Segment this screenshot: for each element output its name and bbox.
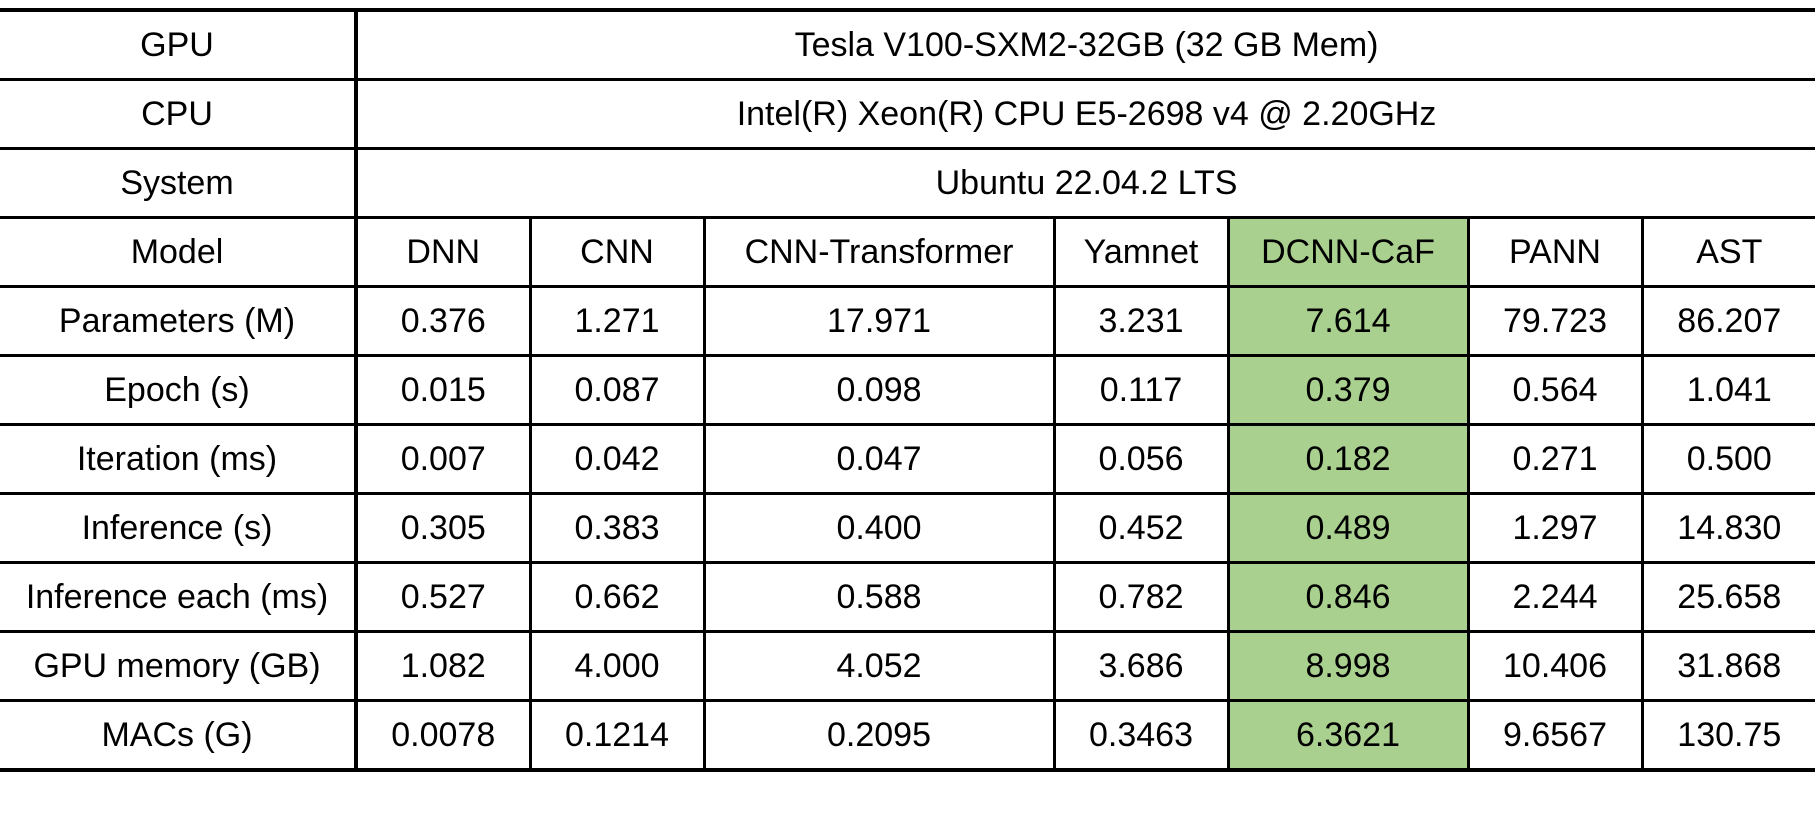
model-header-row: Model DNN CNN CNN-Transformer Yamnet DCN… [0, 216, 1815, 288]
table-cell: 9.6567 [1466, 699, 1644, 772]
table-cell: 0.056 [1052, 423, 1230, 495]
row-label: GPU [0, 8, 358, 81]
table-cell: 0.007 [354, 423, 532, 495]
table-cell: 0.087 [528, 354, 706, 426]
spec-value: Tesla V100-SXM2-32GB (32 GB Mem) [354, 8, 1815, 81]
table-cell: 0.1214 [528, 699, 706, 772]
table-row: Epoch (s) 0.015 0.087 0.098 0.117 0.379 0.564 1… [0, 354, 1815, 426]
table-cell: 0.782 [1052, 561, 1230, 633]
model-header-cell: Yamnet [1052, 216, 1230, 288]
table-cell: 0.500 [1640, 423, 1815, 495]
table-cell: 0.383 [528, 492, 706, 564]
table-row: Parameters (M) 0.376 1.271 17.971 3.231 7.614… [0, 285, 1815, 357]
table-cell: 0.527 [354, 561, 532, 633]
table-cell: 0.489 [1226, 492, 1470, 564]
table-cell: 4.000 [528, 630, 706, 702]
table-cell: 14.830 [1640, 492, 1815, 564]
table-cell: 6.3621 [1226, 699, 1470, 772]
table-row: GPU memory (GB) 1.082 4.000 4.052 3.686 8.998… [0, 630, 1815, 702]
table-cell: 0.662 [528, 561, 706, 633]
table-cell: 0.452 [1052, 492, 1230, 564]
model-header-cell: DNN [354, 216, 532, 288]
specs-table-container: GPU Tesla V100-SXM2-32GB (32 GB Mem) CPU… [0, 8, 1815, 772]
table-cell: 0.564 [1466, 354, 1644, 426]
table-cell: 0.3463 [1052, 699, 1230, 772]
table-row: MACs (G) 0.0078 0.1214 0.2095 0.3463 6.3621 9.… [0, 699, 1815, 772]
model-header-cell: AST [1640, 216, 1815, 288]
table-cell: 0.846 [1226, 561, 1470, 633]
table-row: System Ubuntu 22.04.2 LTS [0, 147, 1815, 219]
table-cell: 31.868 [1640, 630, 1815, 702]
table-cell: 3.231 [1052, 285, 1230, 357]
table-cell: 0.0078 [354, 699, 532, 772]
model-header-cell: CNN [528, 216, 706, 288]
row-label: Model [0, 216, 358, 288]
table-cell: 0.400 [702, 492, 1056, 564]
table-row: Inference each (ms) 0.527 0.662 0.588 0.782 0… [0, 561, 1815, 633]
row-label: Inference (s) [0, 492, 358, 564]
table-cell: 0.379 [1226, 354, 1470, 426]
table-cell: 7.614 [1226, 285, 1470, 357]
row-label: System [0, 147, 358, 219]
table-cell: 1.271 [528, 285, 706, 357]
row-label: Inference each (ms) [0, 561, 358, 633]
table-cell: 0.271 [1466, 423, 1644, 495]
table-cell: 1.297 [1466, 492, 1644, 564]
table-cell: 17.971 [702, 285, 1056, 357]
table-body: GPU Tesla V100-SXM2-32GB (32 GB Mem) CPU… [0, 8, 1815, 772]
row-label: Epoch (s) [0, 354, 358, 426]
table-cell: 0.2095 [702, 699, 1056, 772]
table-cell: 0.047 [702, 423, 1056, 495]
table-row: Inference (s) 0.305 0.383 0.400 0.452 0.489 1.… [0, 492, 1815, 564]
model-header-cell: CNN-Transformer [702, 216, 1056, 288]
table-row: Iteration (ms) 0.007 0.042 0.047 0.056 0.182 0… [0, 423, 1815, 495]
table-cell: 1.041 [1640, 354, 1815, 426]
table-cell: 25.658 [1640, 561, 1815, 633]
row-label: Parameters (M) [0, 285, 358, 357]
table-cell: 86.207 [1640, 285, 1815, 357]
model-header-cell: DCNN-CaF [1226, 216, 1470, 288]
table-row: GPU Tesla V100-SXM2-32GB (32 GB Mem) [0, 8, 1815, 81]
table-cell: 79.723 [1466, 285, 1644, 357]
table-cell: 2.244 [1466, 561, 1644, 633]
model-comparison-table: GPU Tesla V100-SXM2-32GB (32 GB Mem) CPU… [0, 8, 1815, 772]
table-cell: 0.305 [354, 492, 532, 564]
table-row: CPU Intel(R) Xeon(R) CPU E5-2698 v4 @ 2.… [0, 78, 1815, 150]
row-label: CPU [0, 78, 358, 150]
table-cell: 130.75 [1640, 699, 1815, 772]
table-cell: 4.052 [702, 630, 1056, 702]
table-cell: 10.406 [1466, 630, 1644, 702]
table-cell: 8.998 [1226, 630, 1470, 702]
row-label: GPU memory (GB) [0, 630, 358, 702]
table-cell: 0.588 [702, 561, 1056, 633]
spec-value: Ubuntu 22.04.2 LTS [354, 147, 1815, 219]
table-cell: 0.042 [528, 423, 706, 495]
table-cell: 0.376 [354, 285, 532, 357]
table-cell: 3.686 [1052, 630, 1230, 702]
table-cell: 0.117 [1052, 354, 1230, 426]
table-cell: 0.182 [1226, 423, 1470, 495]
row-label: Iteration (ms) [0, 423, 358, 495]
table-cell: 1.082 [354, 630, 532, 702]
spec-value: Intel(R) Xeon(R) CPU E5-2698 v4 @ 2.20GH… [354, 78, 1815, 150]
table-cell: 0.015 [354, 354, 532, 426]
table-cell: 0.098 [702, 354, 1056, 426]
row-label: MACs (G) [0, 699, 358, 772]
model-header-cell: PANN [1466, 216, 1644, 288]
